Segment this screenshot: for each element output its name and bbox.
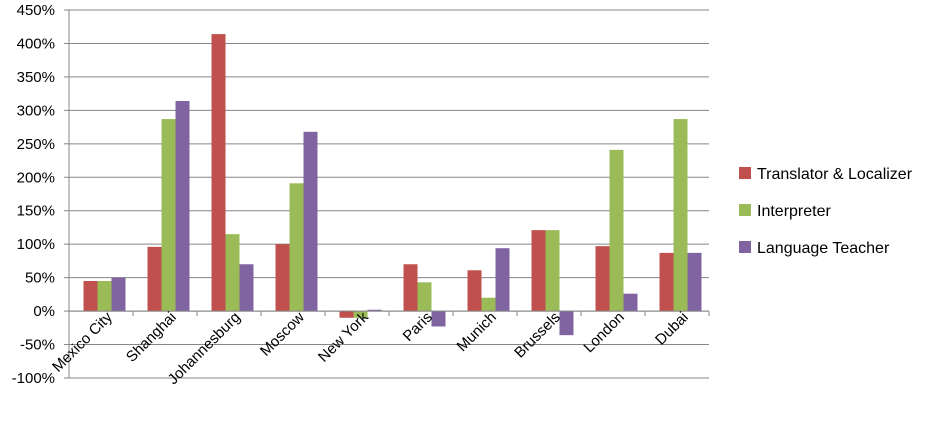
legend-swatch	[739, 167, 751, 179]
bar	[417, 282, 432, 312]
bar	[531, 230, 546, 312]
x-category-label: Brussels	[511, 309, 564, 362]
bar	[367, 309, 382, 312]
legend-label: Interpreter	[757, 203, 831, 220]
y-tick-label: 250%	[17, 136, 55, 153]
y-tick-label: 0%	[33, 303, 55, 320]
legend-swatch	[739, 241, 751, 253]
bar	[303, 131, 318, 312]
bar	[147, 246, 162, 312]
bar	[289, 183, 304, 312]
legend-swatch	[739, 204, 751, 216]
x-category-label: London	[580, 309, 627, 356]
y-tick-label: 150%	[17, 203, 55, 220]
y-axis-ticks: -100% -50% 0% 50% 100% 150% 200% 250% 300% 350% 40…	[12, 2, 69, 387]
legend-item: Translator & Localizer	[739, 166, 913, 183]
bar	[431, 311, 446, 327]
y-tick-label: 450%	[17, 2, 55, 19]
bar	[353, 311, 368, 318]
bar	[175, 100, 190, 312]
legend-label: Translator & Localizer	[757, 166, 913, 183]
bar	[467, 270, 482, 312]
axes	[68, 10, 710, 378]
bar	[595, 246, 610, 312]
bar	[97, 280, 112, 312]
legend-item: Language Teacher	[739, 240, 890, 257]
y-tick-label: 200%	[17, 169, 55, 186]
bar	[559, 311, 574, 336]
bar	[403, 264, 418, 312]
bar	[239, 264, 254, 312]
y-tick-label: -100%	[12, 370, 55, 387]
y-tick-label: 400%	[17, 35, 55, 52]
bar	[83, 280, 98, 312]
bar	[275, 244, 290, 312]
y-tick-label: 50%	[25, 270, 55, 287]
legend-item: Interpreter	[739, 203, 831, 220]
bar	[211, 34, 226, 312]
bar	[659, 252, 674, 312]
y-tick-label: 100%	[17, 236, 55, 253]
x-category-label: Paris	[400, 309, 436, 345]
bar	[481, 297, 496, 312]
legend-label: Language Teacher	[757, 240, 890, 257]
bar	[225, 234, 240, 312]
x-category-label: Shanghai	[123, 309, 180, 366]
bar	[687, 252, 702, 312]
bars	[83, 34, 702, 336]
x-category-label: Dubai	[652, 309, 692, 349]
bar	[495, 248, 510, 312]
x-category-label: Moscow	[257, 309, 308, 360]
y-tick-label: 300%	[17, 102, 55, 119]
legend: Translator & Localizer Interpreter Languag…	[739, 166, 913, 257]
bar	[673, 119, 688, 312]
bar	[545, 230, 560, 312]
bar	[339, 311, 354, 318]
x-category-label: Mexico City	[49, 308, 116, 375]
bar	[111, 277, 126, 312]
y-tick-label: 350%	[17, 69, 55, 86]
y-tick-label: -50%	[20, 337, 55, 354]
bar	[161, 119, 176, 312]
x-category-label: Munich	[454, 309, 500, 355]
bar	[623, 293, 638, 312]
bar	[609, 149, 624, 312]
